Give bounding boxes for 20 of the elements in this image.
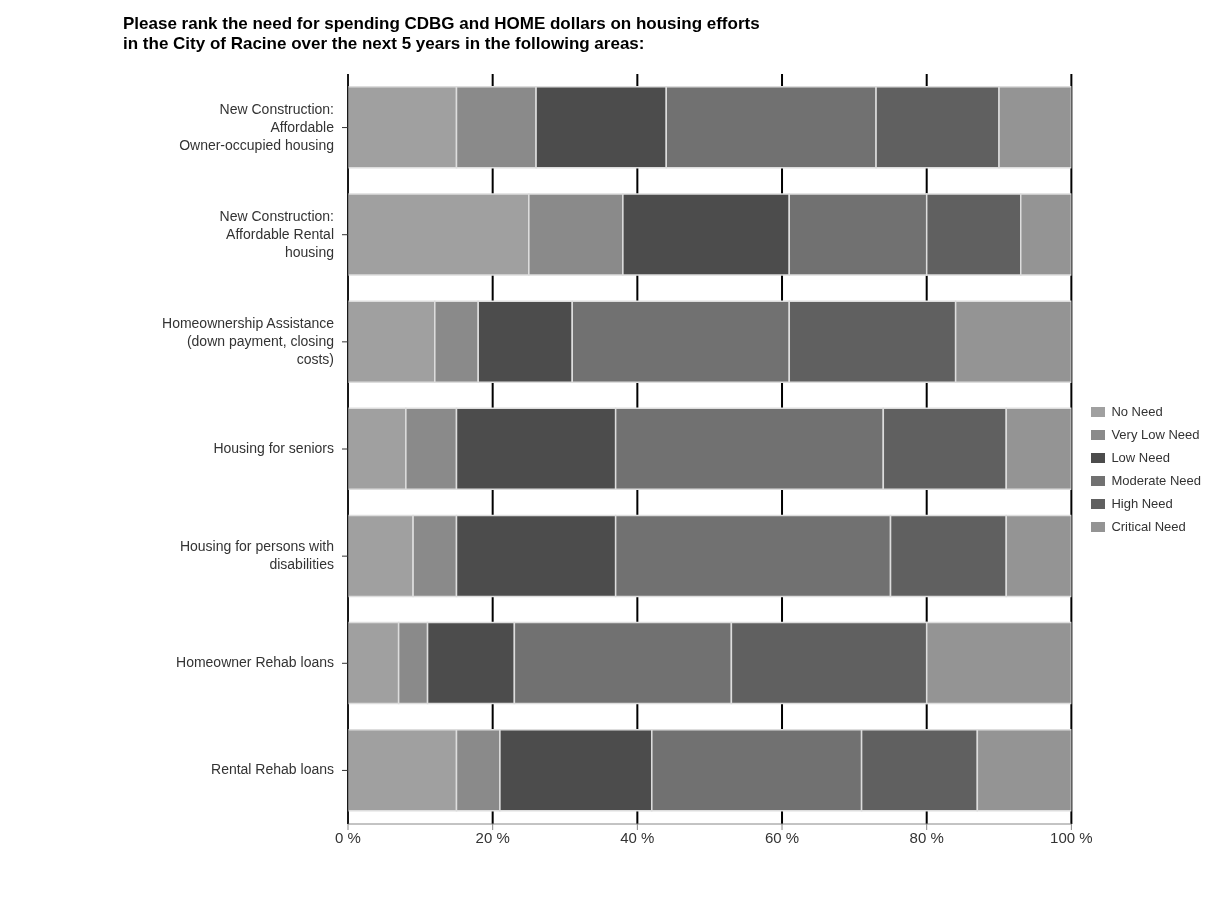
y-tick-label: Housing for seniors <box>213 439 334 456</box>
legend-label: High Need <box>1111 496 1173 511</box>
y-tick-label: Homeownership Assistance (down payment, closing costs) <box>162 314 335 367</box>
x-tick-label: 0 % <box>335 828 361 846</box>
y-tick-label: Housing for persons with disabilities <box>179 537 334 572</box>
y-tick-label: New Construction: Affordable Rental housing <box>219 207 334 260</box>
x-tick-label: 40 % <box>620 828 655 846</box>
text: Moderate Need <box>1111 473 1201 488</box>
legend-label: No Need <box>1111 404 1163 419</box>
y-tick-label: Homeowner Rehab loans <box>176 653 334 670</box>
x-tick-label: 100 % <box>1050 828 1093 846</box>
x-tick-label: 60 % <box>764 828 800 846</box>
legend-label: Very Low Need <box>1111 427 1200 442</box>
legend-label: Low Need <box>1111 450 1170 465</box>
y-tick-label: Rental Rehab loans <box>211 761 334 778</box>
y-tick-label: New Construction: Affordable Owner-occupied housing <box>179 100 335 153</box>
x-tick-label: 20 % <box>475 828 510 846</box>
x-tick-label: 80 % <box>909 828 944 846</box>
legend-label: Critical Need <box>1111 519 1186 534</box>
chart-title: Please rank the need for spending CDBG and HOME dollars on housing efforts in the City of Racine over the next 5 years in the following areas: <box>123 14 761 54</box>
